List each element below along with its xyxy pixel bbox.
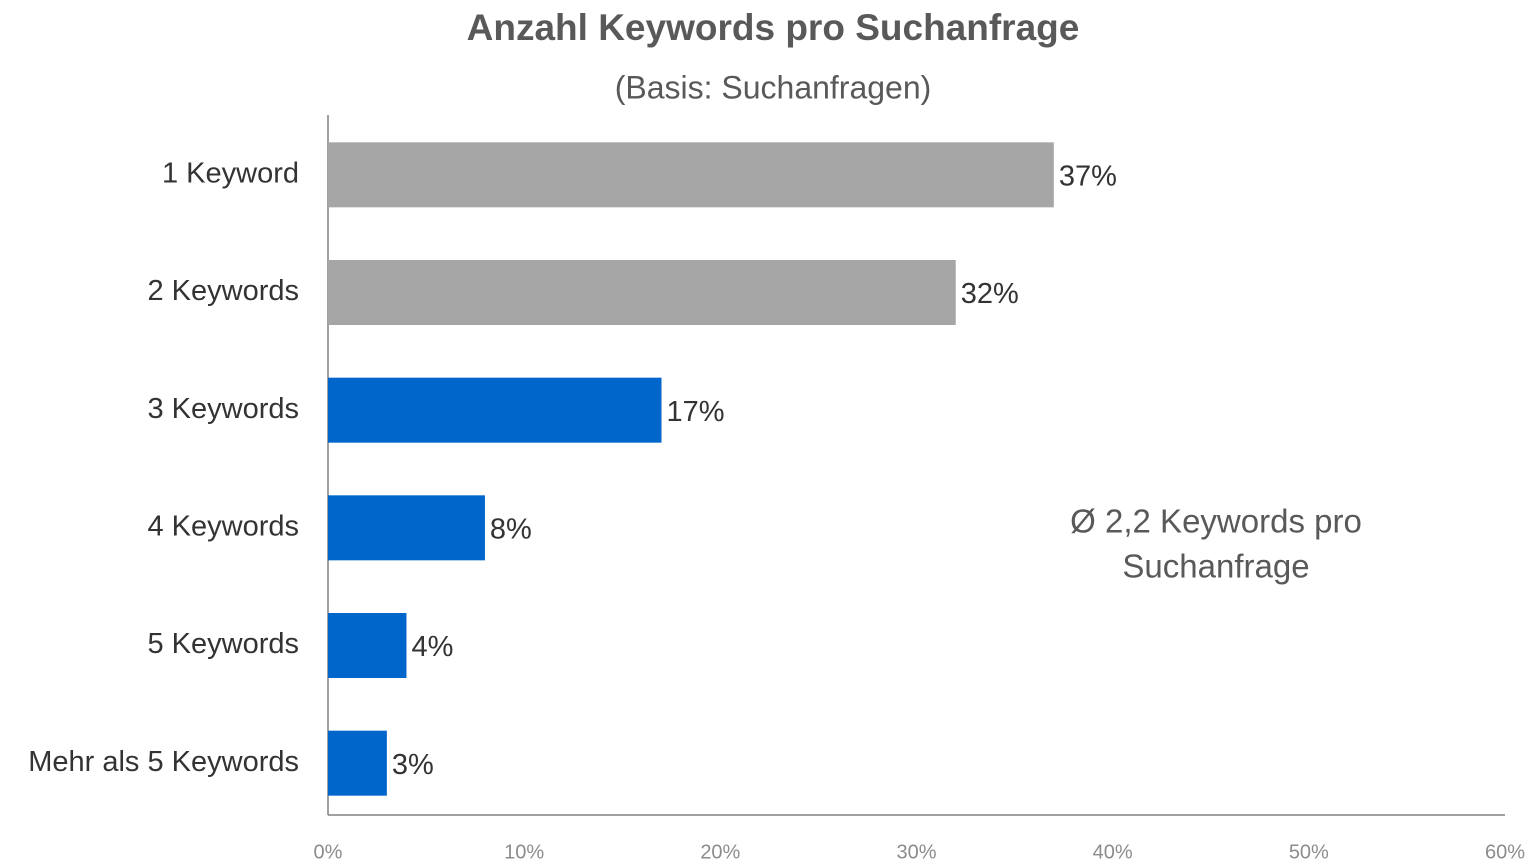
bar: [328, 377, 662, 443]
y-tick-label: 2 Keywords: [147, 275, 299, 307]
y-tick-label: 3 Keywords: [147, 393, 299, 425]
x-tick-label: 40%: [1093, 841, 1133, 863]
x-tick-label: 50%: [1289, 841, 1329, 863]
bar: [328, 730, 387, 796]
data-label: 32%: [961, 278, 1019, 310]
data-label: 3%: [392, 749, 434, 781]
x-tick-label: 20%: [700, 841, 740, 863]
y-tick-label: 5 Keywords: [147, 628, 299, 660]
annotation: Ø 2,2 Keywords pro: [1070, 503, 1362, 540]
data-label: 17%: [666, 396, 724, 428]
chart-subtitle: (Basis: Suchanfragen): [615, 69, 932, 105]
x-tick-label: 10%: [504, 841, 544, 863]
bar: [328, 142, 1054, 208]
x-tick-label: 0%: [314, 841, 343, 863]
y-tick-label: 1 Keyword: [162, 157, 299, 189]
bar: [328, 495, 485, 561]
data-label: 4%: [411, 631, 453, 663]
bar: [328, 613, 407, 678]
bar: [328, 260, 956, 325]
x-tick-label: 60%: [1485, 841, 1525, 863]
y-tick-label: Mehr als 5 Keywords: [28, 746, 299, 778]
y-tick-label: 4 Keywords: [147, 510, 299, 542]
data-label: 8%: [490, 513, 532, 545]
data-label: 37%: [1059, 160, 1117, 192]
annotation: Suchanfrage: [1122, 548, 1309, 585]
x-tick-label: 30%: [896, 841, 936, 863]
chart-title: Anzahl Keywords pro Suchanfrage: [467, 7, 1080, 48]
